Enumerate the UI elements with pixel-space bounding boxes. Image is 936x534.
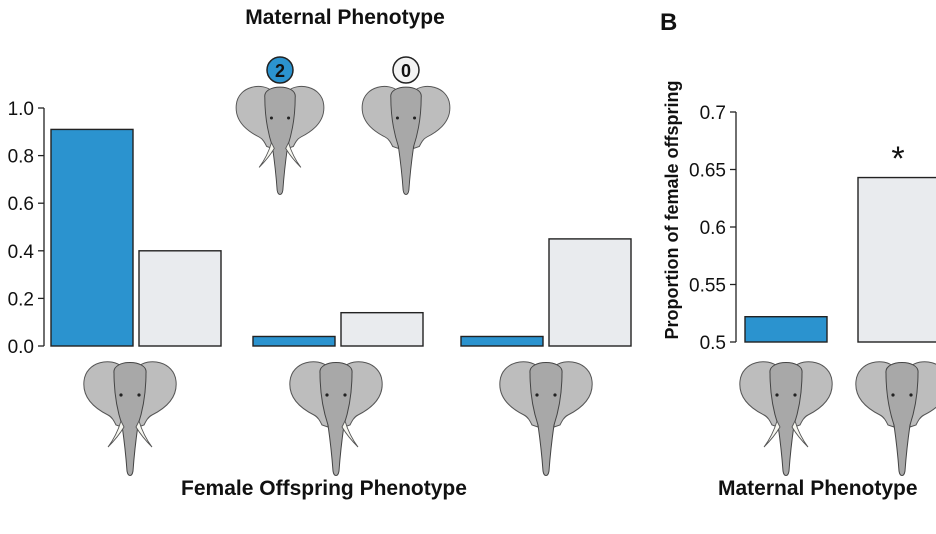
elephant-two-tusks-icon: [235, 85, 325, 195]
y-tick-label: 0.7: [700, 103, 726, 124]
panel-b: B Proportion of female offspring 0.5 0.55…: [660, 9, 936, 500]
y-tick-label: 0.0: [8, 337, 34, 358]
y-tick-label: 0.5: [700, 333, 726, 354]
y-tick-label: 0.2: [8, 289, 34, 310]
bar-light: [857, 176, 936, 343]
y-tick-label: 0.55: [689, 276, 726, 297]
elephant-tuskless-icon: [855, 361, 936, 476]
y-tick-label: 0.65: [689, 161, 726, 182]
legend-badge-label: 2: [275, 61, 285, 81]
elephant-tuskless-icon: [361, 85, 451, 195]
bar-blue: [252, 335, 336, 347]
panel-b-label: B: [660, 9, 677, 36]
legend-badge-blue: [266, 56, 294, 84]
bar-blue: [50, 128, 134, 347]
panel-a-title: Maternal Phenotype: [245, 6, 445, 29]
y-tick-label: 0.8: [8, 147, 34, 168]
y-tick-label: 1.0: [8, 99, 34, 120]
legend-badge-light: [392, 56, 420, 84]
y-tick-label: 0.4: [8, 242, 35, 263]
elephant-two-tusks-icon: [83, 361, 177, 476]
bar-light: [548, 238, 632, 347]
y-tick-label: 0.6: [8, 194, 34, 215]
panel-a-bars: [50, 128, 632, 347]
panel-b-bars: [744, 176, 936, 343]
elephant-tuskless-icon: [499, 361, 593, 476]
panel-a-y-axis: 0.0 0.2 0.4 0.6 0.8 1.0: [8, 99, 45, 358]
significance-asterisk: *: [891, 140, 904, 178]
legend-item-2: 2: [235, 56, 325, 195]
bar-light: [138, 250, 222, 347]
legend-badge-label: 0: [401, 61, 411, 81]
y-tick-label: 0.6: [700, 218, 726, 239]
panel-b-y-axis-label: Proportion of female offspring: [662, 81, 682, 340]
bar-blue: [460, 335, 544, 347]
elephant-two-tusks-icon: [739, 361, 833, 476]
elephant-one-tusk-icon: [289, 361, 383, 476]
panel-b-x-axis-label: Maternal Phenotype: [718, 477, 918, 500]
bar-blue: [744, 316, 828, 343]
panel-a-x-axis-label: Female Offspring Phenotype: [181, 477, 467, 500]
bar-light: [340, 311, 424, 347]
panel-a: Maternal Phenotype 0.00.20.40.60.81.0 2 …: [8, 6, 632, 500]
legend-item-0: 0: [361, 56, 451, 195]
panel-b-y-axis: 0.5 0.55 0.6 0.65 0.7: [689, 103, 737, 354]
